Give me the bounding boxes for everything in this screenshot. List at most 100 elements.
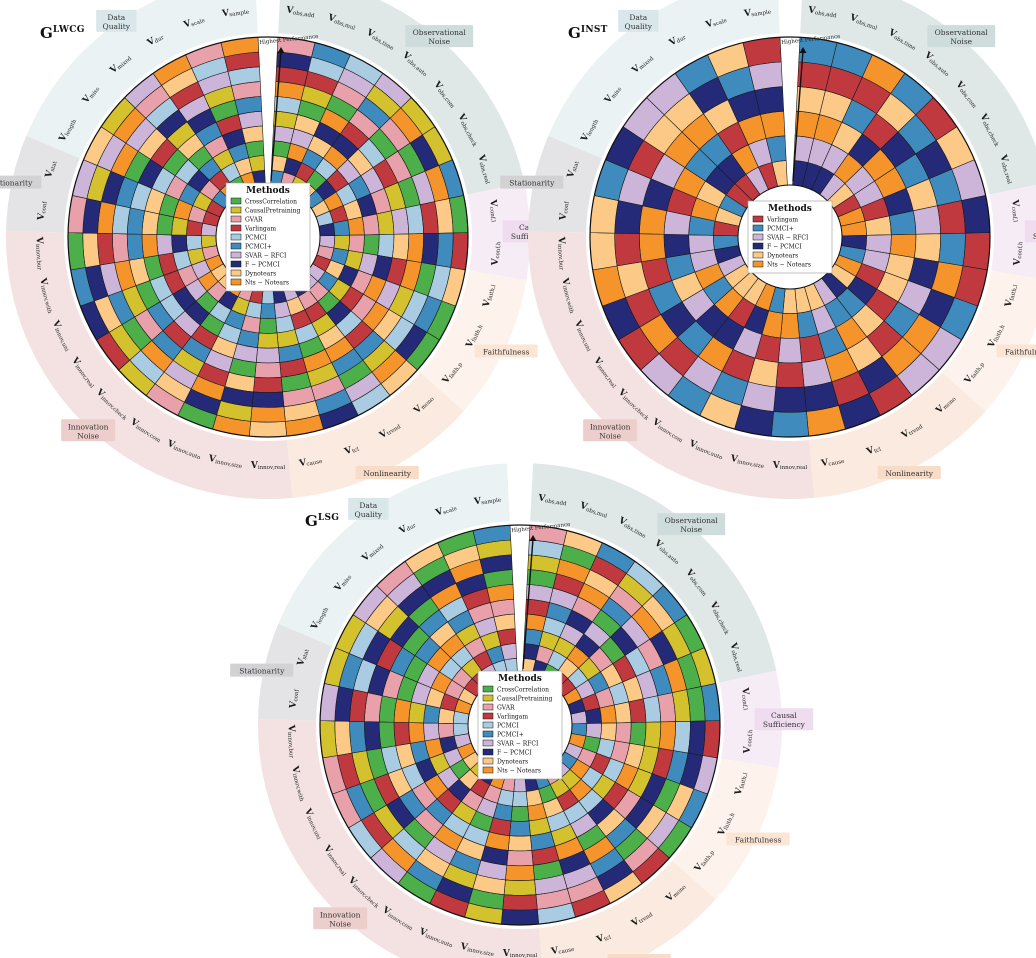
group-label-innov: InnovationNoise (61, 419, 115, 441)
cell-varlingam (703, 721, 720, 758)
cell-pcmci+ (127, 234, 144, 260)
cell-crosscorrelation (259, 318, 277, 333)
cell-fpcmci (615, 201, 643, 234)
cell-dynotears (590, 195, 618, 233)
group-label-text: Observational (665, 516, 719, 525)
cell-ntsnotears (142, 234, 158, 258)
cell-dynotears (614, 702, 631, 723)
group-label-text: Data (629, 13, 647, 22)
legend-swatch (231, 207, 241, 213)
cell-gvar (255, 362, 281, 377)
group-label-text: Faithfulness (1005, 348, 1036, 357)
cell-crosscorrelation (68, 233, 85, 270)
group-label-nonlin: Nonlinearity (608, 954, 671, 958)
group-label-text: Nonlinearity (363, 469, 411, 478)
cell-fpcmci (774, 387, 807, 412)
legend-swatch (753, 243, 763, 249)
cell-crosscorrelation (379, 722, 396, 748)
cell-fpcmci (501, 909, 538, 925)
cell-gvar (507, 850, 533, 865)
group-label-text: Sufficiency (763, 720, 806, 729)
legend-item-label: F − PCMCI (767, 244, 802, 251)
legend-swatch (753, 234, 763, 240)
legend-swatch (231, 261, 241, 267)
cell-pcmci (378, 234, 394, 258)
cell-fpcmci (364, 722, 381, 751)
cell-fpcmci (664, 234, 690, 258)
cell-causalpretraining (258, 333, 279, 348)
legend-swatch (483, 758, 493, 764)
cell-gvar (112, 234, 129, 263)
group-label-text: Innovation (320, 910, 361, 919)
cell-varlingam (98, 233, 115, 265)
legend-swatch (231, 198, 241, 204)
cell-pcmci+ (771, 412, 808, 437)
group-label-text: Innovation (68, 422, 109, 431)
legend-item-label: Dynotears (245, 271, 276, 278)
legend-item-label: SVAR − RFCI (245, 253, 287, 260)
cell-ntsnotears (394, 699, 411, 723)
group-label-text: Quality (355, 510, 383, 519)
cell-fpcmci (688, 721, 705, 756)
cell-ntsnotears (348, 217, 365, 235)
cell-fpcmci (962, 195, 990, 233)
cell-varlingam (963, 233, 990, 270)
cell-gvar (348, 235, 364, 253)
group-label-dq: DataQuality (348, 498, 388, 520)
cell-dynotears (83, 233, 100, 268)
legend-item-label: Dynotears (767, 253, 798, 260)
cell-causalpretraining (201, 236, 217, 248)
legend-item-label: PCMCI (497, 723, 519, 730)
group-label-text: Observational (935, 28, 989, 37)
legend-item-label: PCMCI+ (245, 244, 272, 251)
group-label-text: Noise (329, 919, 351, 928)
cell-pcmci+ (127, 208, 145, 234)
cell-varlingam (394, 722, 410, 746)
legend-swatch (483, 767, 493, 773)
group-label-text: Quality (103, 22, 131, 31)
cell-dynotears (249, 421, 286, 437)
group-label-stat: Stationarity (500, 176, 563, 189)
legend-item-label: SVAR − RFCI (497, 741, 539, 748)
group-label-stat: Stationarity (0, 176, 41, 189)
cell-ntsnotears (407, 234, 424, 263)
group-label-text: Nonlinearity (885, 469, 933, 478)
legend-title: Methods (498, 674, 542, 684)
legend-item-label: PCMCI (245, 235, 267, 242)
cell-pcmci (512, 792, 527, 807)
group-label-caus: CausalSufficiency (1025, 220, 1036, 242)
group-label-text: Noise (428, 37, 450, 46)
cell-dynotears (335, 721, 352, 756)
legend-item-label: SVAR − RFCI (767, 235, 809, 242)
group-label-nonlin: Nonlinearity (878, 466, 941, 479)
legend-swatch (231, 279, 241, 285)
legend-swatch (483, 740, 493, 746)
cell-dynotears (494, 614, 515, 631)
cell-ntsnotears (251, 407, 286, 423)
group-label-text: Stationarity (239, 667, 285, 676)
radial-chart-lsg: ObservationalNoiseCausalSufficiencyFaith… (250, 488, 790, 958)
legend-title: Methods (768, 204, 812, 214)
legend-item-label: F − PCMCI (245, 262, 280, 269)
group-label-text: Quality (625, 22, 653, 31)
group-label-text: Noise (599, 431, 621, 440)
legend-swatch (483, 704, 493, 710)
legend-swatch (483, 722, 493, 728)
cell-gvar (615, 723, 631, 744)
cell-causalpretraining (377, 211, 394, 235)
legend-item-label: Nts − Notears (497, 768, 541, 775)
cell-ntsnotears (659, 722, 676, 751)
cell-crosscorrelation (245, 141, 264, 158)
group-label-faith: Faithfulness (727, 833, 790, 846)
cell-pcmci+ (333, 220, 349, 235)
group-label-caus: CausalSufficiency (755, 708, 814, 730)
cell-pcmci+ (350, 721, 367, 753)
group-label-text: Observational (413, 28, 467, 37)
chart-lsg: Observational Noise Causal Sufficiency Faith… (250, 488, 790, 958)
legend-item-label: GVAR (497, 705, 515, 712)
cell-causalpretraining (644, 722, 661, 748)
cell-crosscorrelation (379, 696, 397, 722)
cell-pcmci (673, 721, 690, 753)
methods-legend: MethodsVarlingamPCMCI+SVAR − RFCIF − PCM… (748, 201, 832, 273)
